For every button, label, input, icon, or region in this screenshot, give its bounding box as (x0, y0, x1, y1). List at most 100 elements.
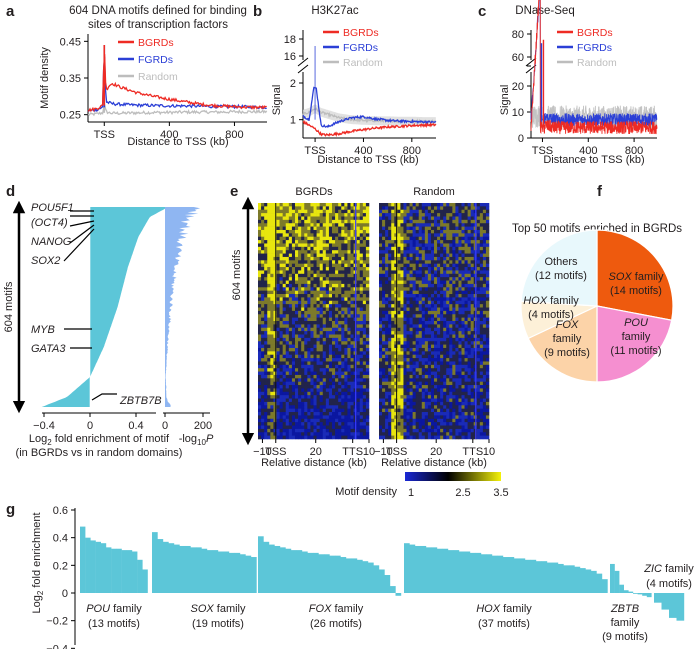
heatmap-cell (298, 314, 302, 318)
heatmap-cell (409, 385, 413, 389)
heatmap-cell (455, 354, 459, 359)
heatmap-cell (273, 219, 277, 224)
heatmap-cell (316, 267, 320, 271)
heatmap-cell (443, 273, 447, 278)
heatmap-cell (359, 391, 364, 396)
heatmap-cell (379, 273, 383, 278)
heatmap-cell (344, 418, 348, 423)
heatmap-cell (288, 206, 293, 211)
heatmap-cell (458, 250, 462, 254)
heatmap-cell (391, 344, 395, 349)
heatmap-cell (430, 354, 435, 359)
gene-label-zbtb7b: ZBTB7B (119, 395, 162, 407)
heatmap-cell (267, 327, 271, 332)
heatmap-cell (430, 236, 435, 241)
heatmap-cell (344, 283, 348, 288)
heatmap-cell (427, 267, 432, 271)
heatmap-cell (476, 395, 481, 399)
heatmap-cell (335, 398, 339, 403)
heatmap-cell (291, 290, 296, 295)
heatmap-cell (394, 280, 398, 285)
heatmap-cell (356, 324, 361, 329)
heatmap-cell (282, 300, 287, 305)
heatmap-cell (310, 206, 314, 211)
heatmap-cell (291, 213, 296, 217)
heatmap-cell (261, 341, 265, 345)
heatmap-cell (279, 240, 283, 244)
heatmap-cell (291, 209, 296, 214)
heatmap-cell (335, 304, 339, 308)
heatmap-cell (479, 321, 484, 325)
heatmap-cell (388, 354, 392, 359)
heatmap-cell (350, 213, 354, 217)
heatmap-cell (362, 415, 367, 420)
heatmap-cell (430, 256, 435, 261)
heatmap-cell (276, 273, 280, 278)
heatmap-cell (273, 432, 277, 436)
heatmap-cell (461, 415, 465, 420)
heatmap-cell (365, 287, 370, 291)
heatmap-cell (437, 233, 441, 238)
heatmap-cell (338, 391, 342, 396)
heatmap-cell (467, 260, 471, 264)
heatmap-cell (264, 425, 268, 430)
heatmap-cell (258, 273, 262, 278)
heatmap-cell (415, 223, 420, 227)
heatmap-cell (379, 226, 383, 231)
heatmap-cell (430, 260, 435, 264)
heatmap-cell (291, 260, 296, 264)
heatmap-cell (391, 327, 395, 332)
heatmap-cell (467, 246, 471, 251)
heatmap-cell (394, 388, 398, 393)
heatmap-cell (304, 351, 308, 356)
heatmap-cell (347, 267, 351, 271)
heatmap-cell (421, 233, 426, 238)
heatmap-cell (338, 351, 342, 356)
heatmap-cell (440, 250, 444, 254)
heatmap-cell (461, 267, 465, 271)
heatmap-cell (288, 240, 293, 244)
heatmap-cell (273, 408, 277, 413)
heatmap-cell (288, 337, 293, 342)
heatmap-cell (261, 219, 265, 224)
heatmap-cell (322, 358, 327, 362)
heatmap-cell (270, 267, 274, 271)
heatmap-cell (455, 368, 459, 372)
heatmap-cell (264, 408, 268, 413)
heatmap-cell (332, 206, 336, 211)
heatmap-cell (470, 354, 475, 359)
heatmap-cell (301, 253, 305, 258)
heatmap-cell (344, 327, 348, 332)
heatmap-cell (394, 331, 398, 335)
heatmap-cell (400, 317, 404, 322)
heatmap-cell (443, 347, 447, 352)
heatmap-cell (406, 277, 410, 281)
heatmap-cell (430, 267, 435, 271)
heatmap-cell (440, 233, 444, 238)
heatmap-cell (406, 378, 410, 382)
heatmap-cell (350, 273, 354, 278)
heatmap-cell (335, 206, 339, 211)
heatmap-cell (418, 331, 423, 335)
heatmap-cell (338, 334, 342, 339)
heatmap-cell (332, 267, 336, 271)
heatmap-cell (437, 391, 441, 396)
heatmap-cell (322, 354, 327, 359)
heatmap-cell (310, 260, 314, 264)
heatmap-cell (434, 300, 438, 305)
heatmap-cell (467, 219, 471, 224)
heatmap-cell (344, 219, 348, 224)
heatmap-cell (403, 321, 407, 325)
heatmap-cell (279, 243, 283, 248)
heatmap-cell (347, 223, 351, 227)
series-line-bgrds (302, 119, 437, 137)
heatmap-cell (382, 412, 386, 416)
heatmap-cell (476, 374, 481, 379)
heatmap-cell (470, 229, 475, 234)
heatmap-cell (325, 270, 330, 275)
heatmap-cell (350, 233, 354, 238)
heatmap-cell (270, 344, 274, 349)
heatmap-cell (338, 341, 342, 345)
heatmap-cell (338, 415, 342, 420)
heatmap-cell (409, 290, 413, 295)
